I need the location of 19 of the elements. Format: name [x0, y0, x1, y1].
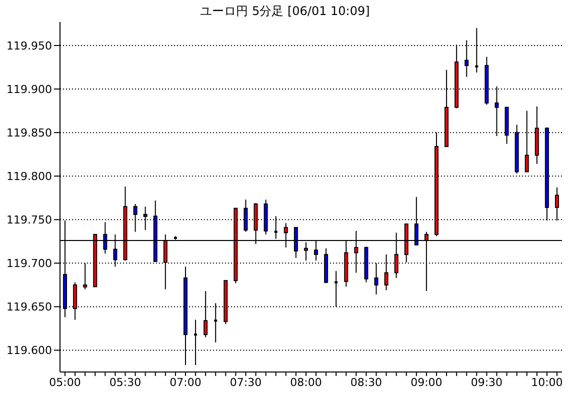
y-tick-label: 119.950 — [6, 39, 52, 52]
chart-title: ユーロ円 5分足 [06/01 10:09] — [199, 3, 371, 20]
x-tick-label: 08:00 — [290, 376, 322, 389]
y-tick-label: 119.600 — [6, 344, 52, 358]
x-tick-label: 07:00 — [170, 376, 202, 389]
y-tick-label: 119.650 — [6, 300, 52, 314]
candlestick — [133, 203, 138, 232]
y-tick-label: 119.700 — [6, 257, 52, 270]
x-tick-label: 05:00 — [49, 376, 81, 389]
x-tick-label: 05:30 — [109, 376, 142, 389]
y-tick-label: 119.800 — [6, 170, 52, 184]
y-tick-label: 119.750 — [6, 214, 52, 227]
x-tick-label: 09:30 — [470, 376, 503, 389]
x-tick-label: 07:30 — [230, 376, 262, 389]
x-tick-label: 09:00 — [410, 376, 442, 389]
x-tick-label: 08:30 — [350, 376, 382, 389]
x-tick-label: 10:00 — [531, 376, 563, 389]
y-tick-label: 119.850 — [6, 126, 52, 140]
y-tick-label: 119.900 — [6, 82, 52, 96]
